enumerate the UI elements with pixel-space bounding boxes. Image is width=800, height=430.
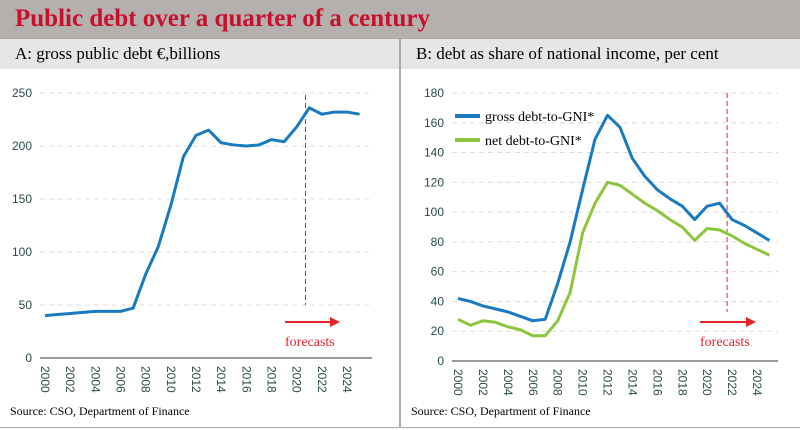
x-tick-label: 2004 (88, 366, 102, 393)
y-tick-label: 20 (431, 324, 445, 338)
x-tick-label: 2006 (114, 366, 128, 393)
x-tick-label: 2004 (501, 369, 515, 396)
y-tick-label: 180 (424, 86, 444, 100)
y-tick-label: 60 (431, 265, 445, 279)
y-tick-label: 120 (424, 175, 444, 189)
y-tick-label: 100 (424, 205, 444, 219)
x-tick-label: 2022 (725, 369, 739, 396)
y-tick-label: 0 (25, 351, 32, 365)
chart-title: Public debt over a quarter of a century (0, 0, 800, 38)
legend-label: gross debt-to-GNI* (485, 110, 594, 125)
x-tick-label: 2018 (265, 366, 279, 393)
x-tick-label: 2012 (189, 366, 203, 393)
x-tick-label: 2016 (239, 366, 253, 393)
panel-b-title: B: debt as share of national income, per… (401, 39, 800, 69)
panel-b: B: debt as share of national income, per… (400, 38, 800, 428)
x-tick-label: 2000 (38, 366, 52, 393)
x-tick-label: 2014 (214, 366, 228, 393)
y-tick-label: 100 (12, 245, 32, 259)
x-tick-label: 2024 (340, 366, 354, 393)
legend-label: net debt-to-GNI* (485, 134, 582, 149)
panel-a: A: gross public debt €,billions Source: … (0, 38, 400, 428)
x-tick-label: 2022 (315, 366, 329, 393)
y-tick-label: 200 (12, 139, 32, 153)
y-tick-label: 80 (431, 235, 445, 249)
y-tick-label: 160 (424, 116, 444, 130)
x-tick-label: 2000 (451, 369, 465, 396)
panel-a-title: A: gross public debt €,billions (0, 39, 399, 69)
x-tick-label: 2002 (476, 369, 490, 396)
y-tick-label: 40 (431, 294, 445, 308)
x-tick-label: 2010 (576, 369, 590, 396)
x-tick-label: 2014 (625, 369, 639, 396)
x-tick-label: 2010 (164, 366, 178, 393)
forecast-label: forecasts (700, 335, 750, 350)
y-tick-label: 150 (12, 192, 32, 206)
series-line-0 (44, 106, 360, 318)
series-line-gross (457, 113, 771, 323)
x-tick-label: 2020 (290, 366, 304, 393)
y-tick-label: 0 (437, 354, 444, 368)
forecast-arrow-head (330, 317, 340, 327)
series-line-net (457, 180, 771, 338)
x-tick-label: 2016 (650, 369, 664, 396)
source-note: Source: CSO, Department of Finance (10, 404, 190, 418)
forecast-arrow-head (746, 317, 756, 327)
x-tick-label: 2002 (63, 366, 77, 393)
source-note: Source: CSO, Department of Finance (411, 404, 591, 418)
x-tick-label: 2008 (139, 366, 153, 393)
x-tick-label: 2006 (526, 369, 540, 396)
x-tick-label: 2008 (551, 369, 565, 396)
y-tick-label: 50 (19, 298, 33, 312)
forecast-label: forecasts (285, 335, 335, 350)
y-tick-label: 250 (12, 86, 32, 100)
y-tick-label: 140 (424, 146, 444, 160)
x-tick-label: 2024 (750, 369, 764, 396)
x-tick-label: 2020 (700, 369, 714, 396)
x-tick-label: 2012 (601, 369, 615, 396)
x-tick-label: 2018 (675, 369, 689, 396)
